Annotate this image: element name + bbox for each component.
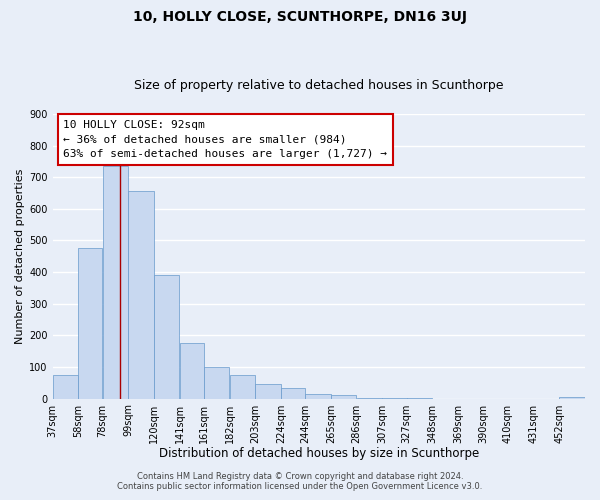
Bar	[103, 166, 128, 398]
Bar	[53, 375, 78, 398]
Bar	[128, 192, 154, 398]
Bar	[154, 276, 179, 398]
Text: Contains HM Land Registry data © Crown copyright and database right 2024.
Contai: Contains HM Land Registry data © Crown c…	[118, 472, 482, 491]
Text: 10, HOLLY CLOSE, SCUNTHORPE, DN16 3UJ: 10, HOLLY CLOSE, SCUNTHORPE, DN16 3UJ	[133, 10, 467, 24]
Bar	[559, 397, 585, 398]
Text: 10 HOLLY CLOSE: 92sqm
← 36% of detached houses are smaller (984)
63% of semi-det: 10 HOLLY CLOSE: 92sqm ← 36% of detached …	[63, 120, 387, 160]
Bar	[331, 396, 356, 398]
Y-axis label: Number of detached properties: Number of detached properties	[15, 168, 25, 344]
Bar	[179, 344, 204, 398]
Bar	[204, 367, 229, 398]
Bar	[78, 248, 103, 398]
Bar	[281, 388, 305, 398]
Bar	[230, 375, 255, 398]
Bar	[256, 384, 281, 398]
X-axis label: Distribution of detached houses by size in Scunthorpe: Distribution of detached houses by size …	[158, 447, 479, 460]
Bar	[305, 394, 331, 398]
Title: Size of property relative to detached houses in Scunthorpe: Size of property relative to detached ho…	[134, 79, 503, 92]
